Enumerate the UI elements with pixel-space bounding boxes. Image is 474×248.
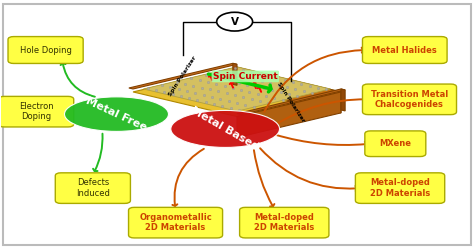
Polygon shape xyxy=(133,67,341,117)
Ellipse shape xyxy=(64,97,168,131)
Text: Metal Halides: Metal Halides xyxy=(373,46,437,55)
Polygon shape xyxy=(237,89,345,115)
Text: Metal Based: Metal Based xyxy=(190,105,261,153)
FancyBboxPatch shape xyxy=(356,173,445,203)
Text: V: V xyxy=(231,17,238,27)
Polygon shape xyxy=(237,92,341,138)
FancyBboxPatch shape xyxy=(8,36,83,63)
FancyBboxPatch shape xyxy=(363,36,447,63)
Text: Metal-doped
2D Materials: Metal-doped 2D Materials xyxy=(254,213,314,232)
FancyBboxPatch shape xyxy=(365,131,426,156)
Ellipse shape xyxy=(171,110,280,147)
Text: Spin Current: Spin Current xyxy=(213,72,278,81)
Text: Organometallic
2D Materials: Organometallic 2D Materials xyxy=(139,213,212,232)
FancyBboxPatch shape xyxy=(128,207,223,238)
Text: Spin Polarizer: Spin Polarizer xyxy=(276,81,306,123)
FancyBboxPatch shape xyxy=(239,207,329,238)
Text: Hole Doping: Hole Doping xyxy=(19,46,72,55)
Polygon shape xyxy=(144,67,330,111)
Circle shape xyxy=(217,12,253,31)
Text: Transition Metal
Chalcogenides: Transition Metal Chalcogenides xyxy=(371,90,448,109)
Text: Spin Polarizer: Spin Polarizer xyxy=(168,55,198,97)
Text: Metal Free: Metal Free xyxy=(84,96,148,133)
FancyBboxPatch shape xyxy=(55,173,130,203)
Polygon shape xyxy=(237,67,341,113)
Text: Defects
Induced: Defects Induced xyxy=(76,178,110,198)
Text: MXene: MXene xyxy=(379,139,411,148)
Polygon shape xyxy=(233,63,237,85)
Polygon shape xyxy=(129,63,237,89)
FancyBboxPatch shape xyxy=(0,96,74,127)
FancyBboxPatch shape xyxy=(363,84,456,115)
Polygon shape xyxy=(341,89,345,111)
Text: Electron
Doping: Electron Doping xyxy=(19,102,54,121)
Text: Metal-doped
2D Materials: Metal-doped 2D Materials xyxy=(370,178,430,198)
